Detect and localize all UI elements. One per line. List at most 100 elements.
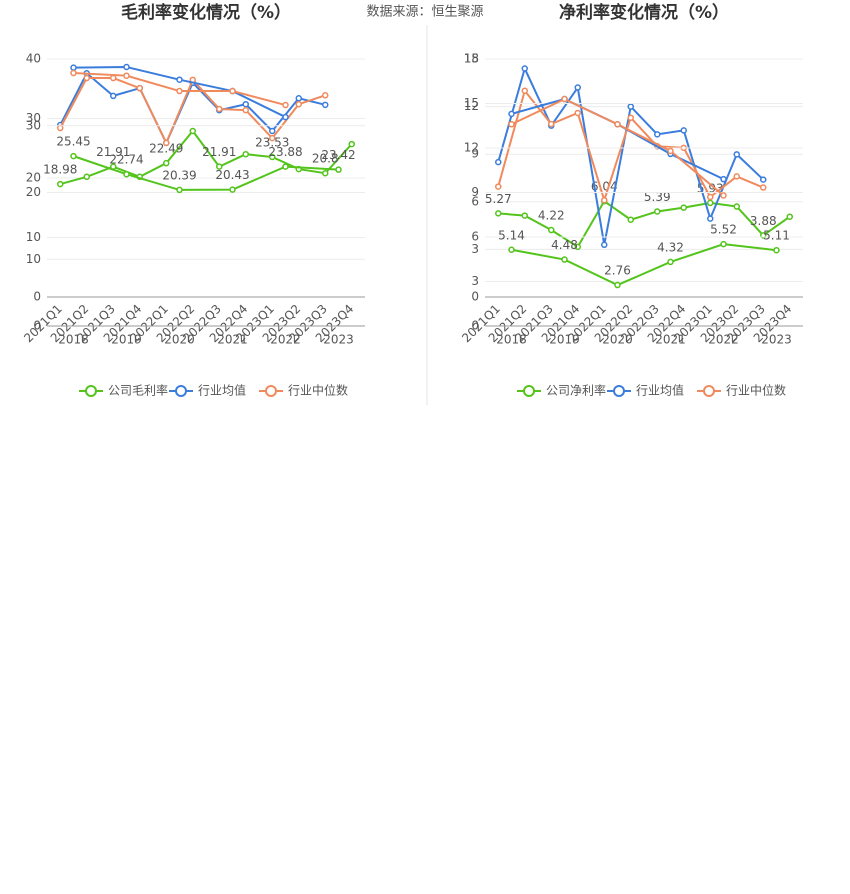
point [574,109,581,117]
x-tick-label: 2020 [164,333,195,347]
point [614,281,621,289]
point [322,101,329,109]
point [282,163,289,170]
data-label: 22.74 [109,153,143,167]
point [733,203,740,210]
point [83,173,90,181]
data-label: 23.53 [255,135,289,149]
x-tick-label: 2019 [111,333,142,347]
point [123,63,130,71]
point [601,196,608,204]
y-tick-label: 9 [471,147,479,161]
point [269,134,276,142]
y-tick-label: 15 [464,96,479,110]
point [70,152,77,160]
point [707,215,714,222]
point [760,184,767,191]
point [189,127,196,135]
data-label: 5.52 [710,223,737,237]
data-label: 20.43 [215,168,249,182]
y-tick-label: 0 [33,290,41,304]
point [70,69,77,77]
point [282,101,289,109]
data-label: 21.91 [202,145,236,159]
y-tick-label: 30 [26,111,41,125]
point [521,212,528,219]
legend-marker [613,385,625,397]
point [242,100,249,108]
series-line [511,243,777,287]
point [667,147,674,155]
point [348,140,355,148]
legend-label: 公司净利率 [546,383,606,398]
point [508,246,515,254]
point [654,208,661,215]
y-tick-label: 6 [471,194,479,208]
legend-label: 行业均值 [198,383,246,398]
point [561,95,568,103]
point [295,95,302,102]
point [574,84,581,91]
y-tick-label: 20 [26,171,41,185]
point [335,166,342,173]
legend-label: 行业中位数 [288,383,348,398]
point [627,216,634,223]
point [654,131,661,138]
point [295,100,302,108]
point [57,124,64,132]
point [57,180,64,188]
y-tick-label: 30 [26,118,41,132]
point [176,76,183,83]
point [508,121,515,128]
chart-title: 净利率变化情况（%） [559,2,729,23]
point [136,84,143,92]
point [269,153,276,161]
data-label: 20.39 [162,168,196,182]
point [601,241,608,249]
data-label: 18.98 [43,163,77,177]
point [707,199,714,207]
point [561,256,568,263]
point [667,258,674,266]
data-label: 21.91 [96,145,130,159]
x-tick-label: 2021 [217,333,248,347]
point [242,106,249,114]
point [786,213,793,220]
y-tick-label: 40 [26,52,41,66]
x-tick-label: 2018 [496,333,527,347]
point [70,64,77,71]
point [495,158,502,166]
point [110,92,117,100]
point [83,74,90,82]
x-tick-label: 2023 [761,333,792,347]
point [574,243,581,251]
data-label: 22.49 [149,142,183,156]
data-label: 5.11 [763,229,790,243]
point [614,121,621,128]
legend-marker [85,385,97,397]
data-label: 5.39 [644,190,671,204]
chart-title: 毛利率变化情况（%） [121,2,291,23]
data-label: 4.48 [551,238,578,252]
x-tick-label: 2018 [58,333,89,347]
point [123,72,130,79]
point [495,210,502,217]
legend-label: 行业中位数 [726,383,786,398]
y-tick-label: 10 [26,230,41,244]
y-tick-label: 12 [464,99,479,113]
x-tick-label: 2022 [270,333,301,347]
point [760,176,767,183]
point [229,186,236,193]
point [176,87,183,95]
y-tick-label: 10 [26,252,41,266]
point [110,74,117,82]
series-line [73,155,339,191]
legend-label: 公司毛利率 [108,383,168,398]
data-label: 5.27 [485,192,512,206]
point [123,170,130,178]
x-tick-label: 2021 [655,333,686,347]
y-tick-label: 3 [471,242,479,256]
x-tick-label: 2019 [549,333,580,347]
data-label: 20.8 [312,152,339,166]
